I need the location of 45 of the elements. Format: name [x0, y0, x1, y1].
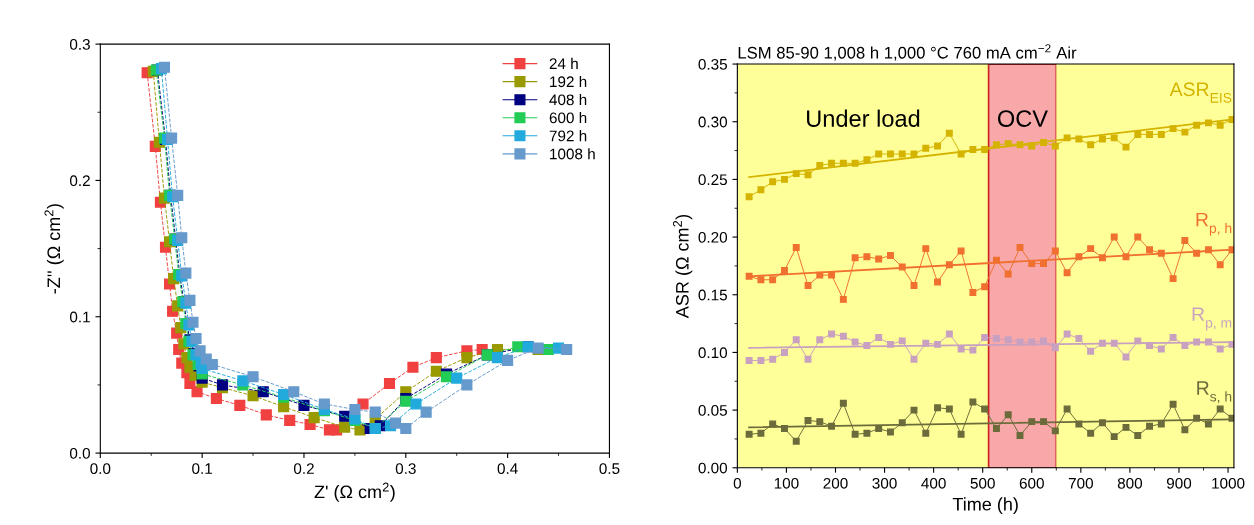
x-tick-label: 700 [1068, 477, 1093, 489]
x-tick-label: 0.3 [395, 463, 416, 475]
y-tick-label: 0.00 [698, 462, 728, 474]
y-tick-label: 0.10 [698, 347, 728, 359]
x-tick-label: 0.0 [90, 463, 111, 475]
x-axis-title: Time (h) [952, 497, 1018, 515]
x-tick-label: 0.4 [497, 463, 518, 475]
legend-label: 600 h [549, 112, 587, 124]
y-tick-label: 0.3 [69, 38, 90, 50]
band-label: OCV [997, 110, 1048, 127]
x-tick-label: 1000 [1212, 477, 1245, 489]
x-tick-label: 300 [872, 477, 897, 489]
x-tick-label: 500 [970, 477, 995, 489]
x-tick-label: 100 [774, 477, 799, 489]
y-tick-label: 0.25 [698, 174, 727, 186]
y-tick-label: 0.05 [698, 404, 727, 416]
y-tick-label: 0.1 [69, 311, 90, 323]
x-tick-label: 0.2 [293, 463, 314, 475]
x-axis-title: Z' (Ω cm$^{2}$) [314, 482, 395, 502]
y-tick-label: 0.35 [698, 58, 727, 70]
x-tick-label: 200 [823, 477, 848, 489]
legend-label: 408 h [549, 93, 587, 106]
legend-label: 792 h [549, 130, 587, 142]
legend-label: 1008 h [550, 148, 595, 160]
y-tick-label: 0.20 [698, 231, 728, 243]
chart-title: LSM 85-90 1,008 h 1,000 °C 760 mA cm$^{−2}$ Air [738, 44, 1077, 61]
legend-label: 24 h [549, 57, 578, 69]
band-label: Under load [807, 109, 920, 127]
x-tick-label: 900 [1166, 477, 1192, 489]
y-tick-label: 0.30 [698, 116, 728, 128]
x-tick-label: 400 [921, 477, 946, 489]
y-axis-title: ASR (Ω cm$^{2}$) [673, 214, 693, 319]
y-tick-label: 0.2 [69, 175, 90, 187]
y-tick-label: 0.15 [698, 289, 727, 301]
x-tick-label: 600 [1019, 477, 1044, 489]
x-tick-label: 0.1 [192, 463, 213, 475]
x-tick-label: 0.5 [599, 463, 620, 475]
y-tick-label: 0.0 [69, 447, 90, 459]
x-tick-label: 0 [733, 477, 741, 489]
y-axis-title: -Z'' (Ω cm$^{2}$) [44, 204, 64, 294]
legend-label: 192 h [550, 75, 587, 88]
x-tick-label: 800 [1117, 477, 1143, 489]
series-label: Rp, h [1196, 212, 1232, 236]
series-label: Rp, m [1192, 307, 1232, 331]
series-label: Rs, h [1197, 381, 1232, 404]
